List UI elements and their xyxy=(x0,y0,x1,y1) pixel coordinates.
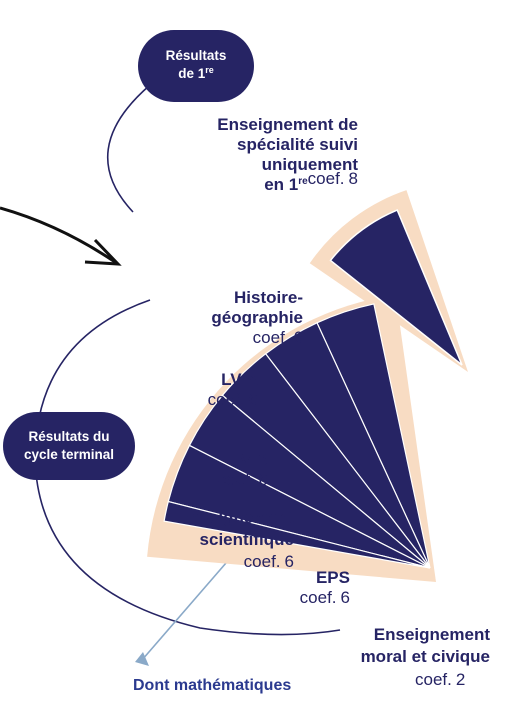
bubble-text: de 1re xyxy=(178,65,214,81)
bubble-line: cycle terminal xyxy=(24,447,114,462)
arrow-head xyxy=(84,238,122,266)
label-line: Enseignement xyxy=(374,625,491,644)
item-coef: coef. 2 xyxy=(415,670,465,689)
connector-curve xyxy=(106,84,151,213)
label-line: EPS xyxy=(316,568,350,587)
pointer-line xyxy=(141,562,227,661)
item-label: spécialité suivi xyxy=(237,135,358,154)
label-line: LV A xyxy=(221,370,258,389)
item-label: LV B xyxy=(231,450,268,469)
bubble-line: Résultats xyxy=(166,48,227,63)
item-label: Enseignement xyxy=(374,625,491,644)
bubble-line: de 1 xyxy=(178,66,206,81)
coef-text: coef. xyxy=(308,169,345,188)
label-line: scientifique xyxy=(200,530,294,549)
coef-text: coef. xyxy=(415,670,452,689)
item-label: Histoire- xyxy=(234,288,303,307)
bubble-text: Résultats du xyxy=(28,429,109,444)
item-label: LV A xyxy=(221,370,258,389)
item-coef: coef. 6 xyxy=(208,390,258,409)
arrow xyxy=(0,206,116,264)
label-line: en 1 xyxy=(264,175,298,194)
coef-value: 6 xyxy=(285,552,294,571)
label-line: spécialité suivi xyxy=(237,135,358,154)
item-label: Enseignement xyxy=(178,508,295,527)
pointer-head xyxy=(135,652,149,666)
coef-value: 2 xyxy=(456,670,465,689)
item-coef: coef. 6 xyxy=(253,328,303,347)
connector-curve xyxy=(34,299,341,636)
coef-text: coef. xyxy=(244,552,281,571)
item-label: en 1recoef. 8 xyxy=(264,169,358,194)
item-label: géographie xyxy=(211,308,303,327)
label-line: moral et civique xyxy=(361,647,490,666)
label-line: géographie xyxy=(211,308,303,327)
wedge xyxy=(163,500,431,569)
coef-value: 6 xyxy=(259,470,268,489)
item-coef: coef. 6 xyxy=(244,552,294,571)
item-label: scientifique xyxy=(200,530,294,549)
label-line: Enseignement xyxy=(178,508,295,527)
coef-value: 6 xyxy=(294,328,303,347)
coef-text: coef. xyxy=(208,390,245,409)
item-label: moral et civique xyxy=(361,647,490,666)
wedge xyxy=(329,209,463,366)
coef-value: 6 xyxy=(249,390,258,409)
superscript: re xyxy=(205,65,214,75)
bubble-line: Résultats du xyxy=(28,429,109,444)
bubble xyxy=(3,412,135,480)
bubble-text: cycle terminal xyxy=(24,447,114,462)
item-label: Enseignement de xyxy=(217,115,358,134)
note: Dont mathématiques xyxy=(133,677,291,694)
label-line: Enseignement de xyxy=(217,115,358,134)
bubble-text: Résultats xyxy=(166,48,227,63)
item-coef: coef. 6 xyxy=(218,470,268,489)
coef-text: coef. xyxy=(300,588,337,607)
coef-value: 6 xyxy=(341,588,350,607)
coef-value: 8 xyxy=(349,169,358,188)
item-label: EPS xyxy=(316,568,350,587)
label-line: uniquement xyxy=(262,155,359,174)
coef-text: coef. xyxy=(253,328,290,347)
superscript: re xyxy=(298,176,308,187)
bubble xyxy=(138,30,254,102)
item-label: uniquement xyxy=(262,155,359,174)
label-line: LV B xyxy=(231,450,268,469)
label-line: Histoire- xyxy=(234,288,303,307)
item-coef: coef. 6 xyxy=(300,588,350,607)
coef-text: coef. xyxy=(218,470,255,489)
